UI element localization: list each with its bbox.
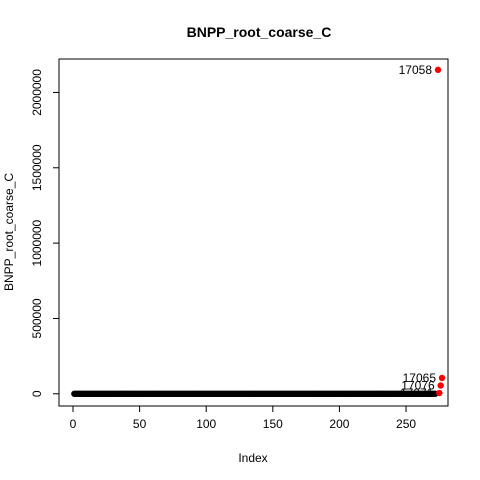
outlier-point bbox=[437, 382, 444, 389]
y-tick-label: 1000000 bbox=[30, 219, 44, 266]
x-tick-label: 50 bbox=[133, 417, 147, 431]
x-tick-label: 250 bbox=[396, 417, 416, 431]
outlier-label: 17058 bbox=[399, 63, 433, 77]
outlier-label: 17076 bbox=[401, 379, 435, 393]
y-axis-title: BNPP_root_coarse_C bbox=[2, 173, 16, 291]
y-tick-label: 2000000 bbox=[30, 69, 44, 116]
y-axis: 0 500000 1000000 1500000 2000000 bbox=[30, 69, 60, 397]
y-tick-label: 500000 bbox=[30, 298, 44, 338]
base-series bbox=[71, 390, 439, 397]
outlier-point bbox=[434, 66, 442, 74]
x-axis: 0 50 100 150 200 250 bbox=[70, 405, 416, 431]
y-tick-label: 1500000 bbox=[30, 144, 44, 191]
y-tick-label: 0 bbox=[30, 390, 44, 397]
x-axis-title: Index bbox=[238, 451, 267, 465]
outlier-point bbox=[438, 374, 446, 382]
x-tick-label: 200 bbox=[329, 417, 349, 431]
x-tick-label: 0 bbox=[70, 417, 77, 431]
x-tick-label: 100 bbox=[196, 417, 216, 431]
outlier-label: 17071 bbox=[400, 386, 434, 400]
outlier-label: 17065 bbox=[403, 371, 437, 385]
chart-title: BNPP_root_coarse_C bbox=[187, 24, 332, 40]
x-tick-label: 150 bbox=[263, 417, 283, 431]
outlier-point bbox=[436, 389, 443, 397]
